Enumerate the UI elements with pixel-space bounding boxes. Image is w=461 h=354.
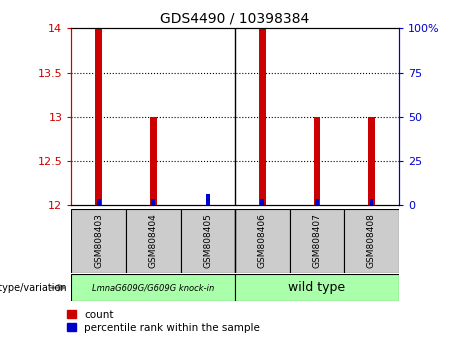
Bar — [95, 28, 102, 205]
Text: GSM808403: GSM808403 — [94, 213, 103, 268]
Bar — [71, 274, 235, 301]
Text: LmnaG609G/G609G knock-in: LmnaG609G/G609G knock-in — [92, 283, 214, 292]
Bar — [313, 117, 320, 205]
Text: GSM808407: GSM808407 — [313, 213, 321, 268]
Bar — [259, 28, 266, 205]
Text: wild type: wild type — [289, 281, 345, 294]
Legend: count, percentile rank within the sample: count, percentile rank within the sample — [67, 310, 260, 333]
Bar — [71, 209, 126, 273]
Bar — [206, 194, 210, 205]
Bar — [126, 209, 181, 273]
Bar — [344, 209, 399, 273]
Bar — [151, 199, 155, 205]
Bar — [370, 199, 373, 205]
Bar — [97, 199, 100, 205]
Bar — [368, 117, 375, 205]
Bar — [290, 209, 344, 273]
Text: GSM808408: GSM808408 — [367, 213, 376, 268]
Text: GSM808406: GSM808406 — [258, 213, 267, 268]
Text: GSM808405: GSM808405 — [203, 213, 213, 268]
Bar — [260, 199, 264, 205]
Bar — [181, 209, 235, 273]
Bar — [150, 117, 157, 205]
Title: GDS4490 / 10398384: GDS4490 / 10398384 — [160, 12, 310, 26]
Bar — [315, 199, 319, 205]
Bar — [235, 209, 290, 273]
Bar — [235, 274, 399, 301]
Text: genotype/variation: genotype/variation — [0, 282, 67, 293]
Text: GSM808404: GSM808404 — [149, 213, 158, 268]
